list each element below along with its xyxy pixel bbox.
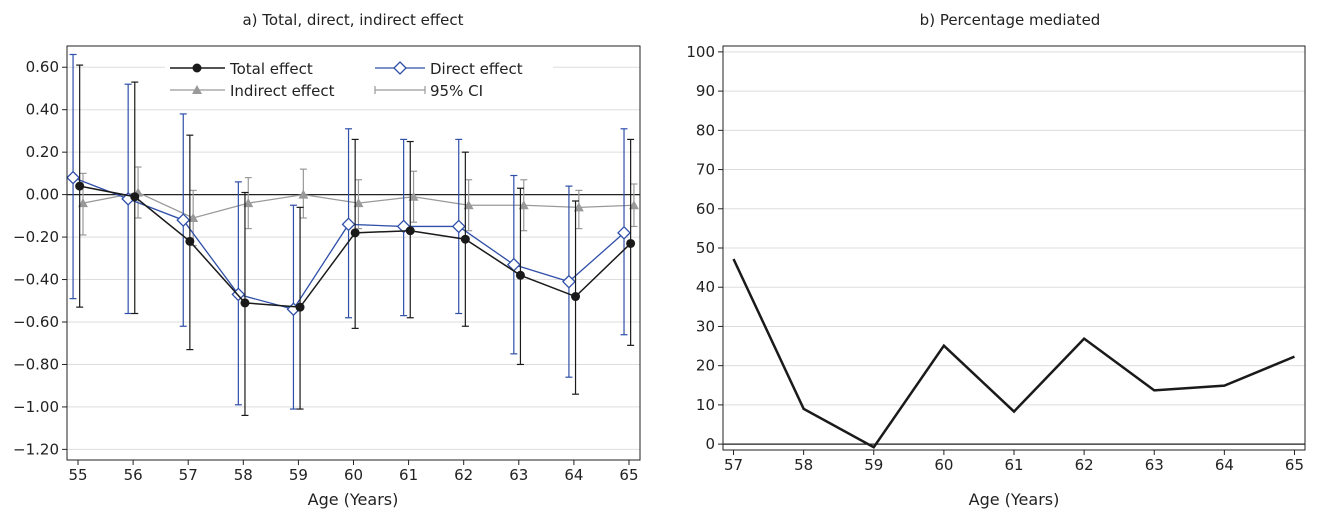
legend-background bbox=[165, 56, 553, 102]
y-tick-label: −1.20 bbox=[13, 440, 59, 458]
x-tick-label: 57 bbox=[724, 456, 743, 474]
series-direct bbox=[66, 53, 631, 410]
x-tick-label: 59 bbox=[289, 466, 308, 484]
panel-a-x-axis-title: Age (Years) bbox=[308, 490, 399, 509]
panel-a: a) Total, direct, indirect effect 0.600.… bbox=[13, 11, 641, 509]
legend-direct-label: Direct effect bbox=[430, 60, 523, 78]
indirect-point bbox=[463, 200, 474, 210]
x-tick-label: 65 bbox=[1285, 456, 1304, 474]
y-tick-label: −0.60 bbox=[13, 313, 59, 331]
x-tick-label: 62 bbox=[1075, 456, 1094, 474]
indirect-point bbox=[188, 212, 199, 222]
y-tick-label: 0.40 bbox=[26, 101, 59, 119]
y-tick-label: 80 bbox=[696, 121, 715, 139]
y-tick-label: 0.60 bbox=[26, 58, 59, 76]
direct-point bbox=[66, 170, 80, 185]
direct-point bbox=[562, 274, 576, 289]
y-tick-label: −0.40 bbox=[13, 271, 59, 289]
x-tick-label: 56 bbox=[124, 466, 143, 484]
y-tick-label: 90 bbox=[696, 82, 715, 100]
y-tick-label: −0.20 bbox=[13, 228, 59, 246]
x-tick-label: 62 bbox=[454, 466, 473, 484]
x-tick-label: 65 bbox=[619, 466, 638, 484]
y-tick-label: 20 bbox=[696, 357, 715, 375]
y-tick-label: 10 bbox=[696, 396, 715, 414]
x-tick-label: 64 bbox=[1215, 456, 1234, 474]
x-tick-label: 55 bbox=[68, 466, 87, 484]
series-total bbox=[75, 64, 636, 417]
y-tick-label: 70 bbox=[696, 161, 715, 179]
y-tick-label: 40 bbox=[696, 278, 715, 296]
x-tick-label: 58 bbox=[234, 466, 253, 484]
panel-b-gridlines bbox=[723, 51, 1305, 445]
legend-ci-label: 95% CI bbox=[430, 82, 483, 100]
x-tick-label: 64 bbox=[564, 466, 583, 484]
total-point bbox=[240, 298, 250, 308]
total-point bbox=[295, 302, 305, 312]
legend-indirect-label: Indirect effect bbox=[230, 82, 335, 100]
panel-b-x-axis-title: Age (Years) bbox=[969, 490, 1060, 509]
panel-b-marks bbox=[732, 258, 1295, 449]
indirect-point bbox=[573, 202, 584, 212]
y-tick-label: 30 bbox=[696, 317, 715, 335]
panel-a-title: a) Total, direct, indirect effect bbox=[242, 11, 463, 29]
total-point bbox=[350, 228, 360, 238]
x-tick-label: 59 bbox=[864, 456, 883, 474]
indirect-point bbox=[298, 189, 309, 199]
panel-a-y-axis: 0.60 0.40 0.20 0.00 −0.20 −0.40 −0.60 −0.80 −1.0… bbox=[13, 58, 67, 458]
y-tick-label: 0 bbox=[705, 435, 715, 453]
y-tick-label: 0.20 bbox=[26, 143, 59, 161]
direct-point bbox=[617, 225, 631, 240]
indirect-point bbox=[518, 200, 529, 210]
total-point bbox=[185, 236, 195, 246]
total-point bbox=[75, 181, 85, 191]
legend-direct-marker bbox=[393, 61, 407, 75]
panel-b: b) Percentage mediated 10090807060504030… bbox=[686, 11, 1306, 509]
total-point bbox=[460, 234, 470, 244]
panel-a-frame bbox=[66, 45, 641, 461]
legend-indirect-marker bbox=[192, 85, 202, 94]
indirect-point bbox=[628, 200, 639, 210]
panel-b-frame bbox=[722, 45, 1306, 451]
total-point bbox=[515, 270, 525, 280]
direct-point bbox=[451, 219, 466, 234]
direct-point bbox=[176, 213, 191, 228]
indirect-point bbox=[353, 198, 364, 208]
y-tick-label: −1.00 bbox=[13, 398, 59, 416]
y-tick-label: −0.80 bbox=[13, 355, 59, 373]
total-point bbox=[626, 238, 636, 248]
percentage-mediated-line bbox=[732, 258, 1295, 449]
y-tick-label: 60 bbox=[696, 200, 715, 218]
x-tick-label: 61 bbox=[1004, 456, 1023, 474]
x-tick-label: 57 bbox=[179, 466, 198, 484]
panel-b-title: b) Percentage mediated bbox=[920, 11, 1101, 29]
x-tick-label: 60 bbox=[344, 466, 363, 484]
legend-total-marker bbox=[192, 63, 202, 73]
x-tick-label: 63 bbox=[509, 466, 528, 484]
y-tick-label: 50 bbox=[696, 239, 715, 257]
x-tick-label: 58 bbox=[794, 456, 813, 474]
indirect-point bbox=[77, 198, 88, 208]
y-tick-label: 0.00 bbox=[26, 186, 59, 204]
direct-point bbox=[341, 217, 356, 232]
x-tick-label: 60 bbox=[934, 456, 953, 474]
legend-total-label: Total effect bbox=[229, 60, 313, 78]
panel-a-marks bbox=[66, 53, 639, 417]
series-indirect bbox=[77, 166, 639, 247]
panel-a-gridlines bbox=[67, 66, 640, 450]
panel-a-x-axis: 55 56 57 58 59 60 61 62 63 64 65 bbox=[68, 460, 639, 484]
y-tick-label: 100 bbox=[686, 43, 715, 61]
x-tick-label: 61 bbox=[399, 466, 418, 484]
indirect-point bbox=[243, 198, 254, 208]
panel-b-x-axis: 57 58 59 60 61 62 63 64 65 bbox=[724, 450, 1304, 474]
total-point bbox=[405, 226, 415, 236]
x-tick-label: 63 bbox=[1145, 456, 1164, 474]
indirect-point bbox=[408, 191, 419, 201]
total-point bbox=[130, 192, 140, 202]
legend: Total effect Direct effect Indirect effe… bbox=[165, 56, 553, 102]
total-point bbox=[571, 292, 581, 302]
